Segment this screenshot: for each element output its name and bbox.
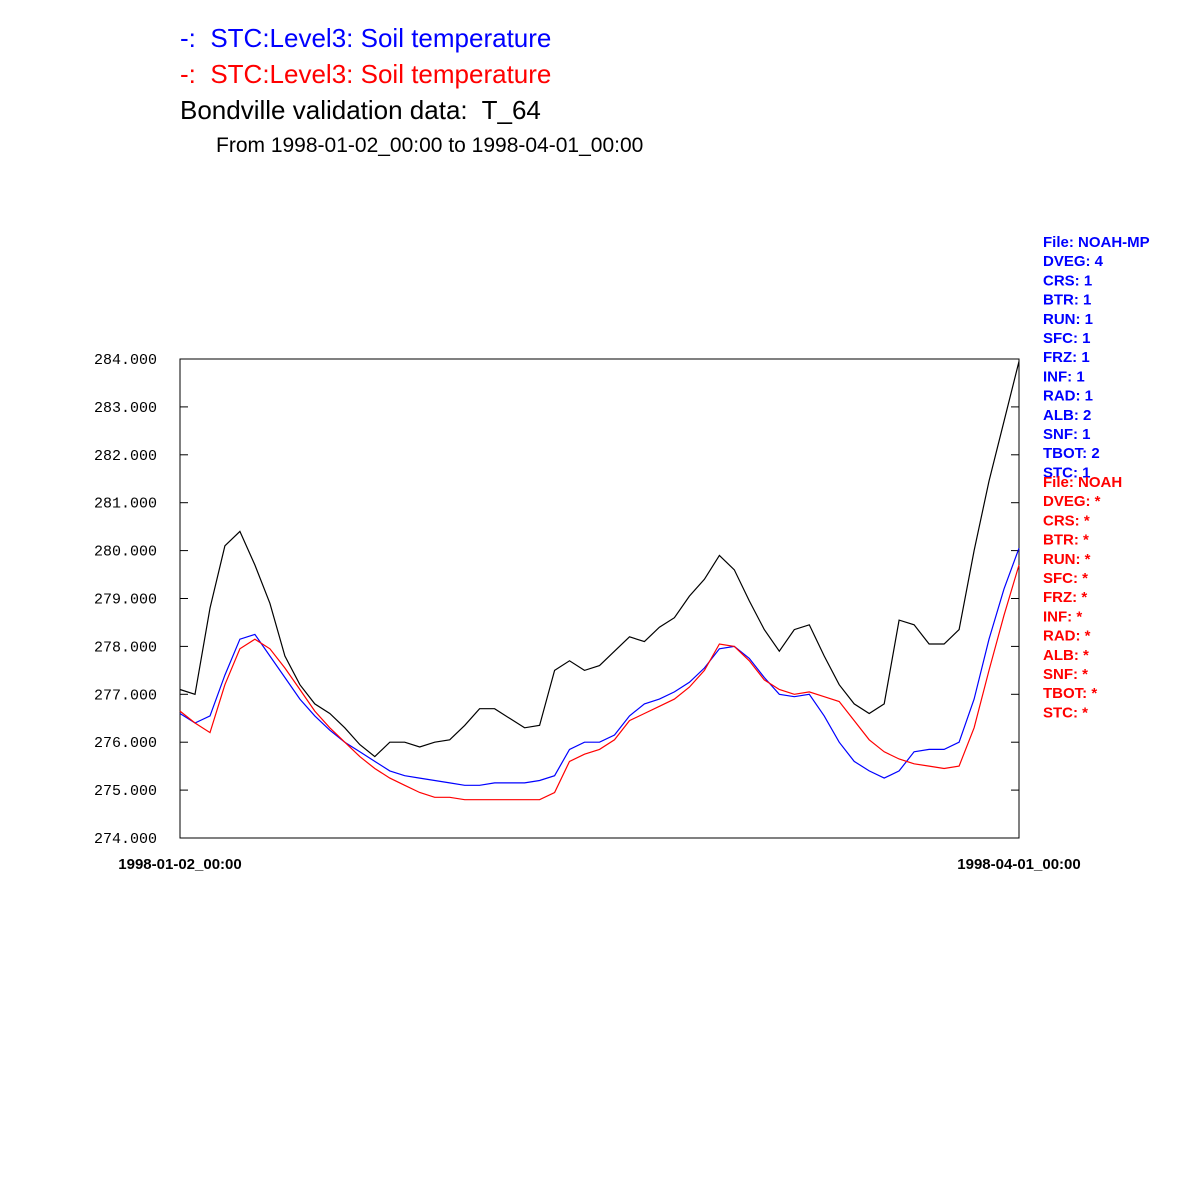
annotation: ALB: * bbox=[1043, 647, 1089, 664]
chart-subtitle: From 1998-01-02_00:00 to 1998-04-01_00:0… bbox=[216, 134, 643, 157]
annotation: SFC: * bbox=[1043, 570, 1088, 587]
y-tick-label: 281.000 bbox=[94, 496, 157, 513]
y-tick-label: 282.000 bbox=[94, 448, 157, 465]
legend-entry: -: STC:Level3: Soil temperature bbox=[180, 23, 551, 53]
annotation: BTR: 1 bbox=[1043, 292, 1091, 309]
legend-entry: Bondville validation data: T_64 bbox=[180, 95, 541, 125]
annotation: SNF: * bbox=[1043, 666, 1088, 683]
series-line bbox=[179, 361, 1020, 758]
annotation: RAD: * bbox=[1043, 628, 1091, 645]
annotation: ALB: 2 bbox=[1043, 407, 1091, 424]
annotation: File: NOAH bbox=[1043, 474, 1122, 491]
x-tick-label: 1998-01-02_00:00 bbox=[118, 856, 241, 873]
annotation: RUN: 1 bbox=[1043, 311, 1093, 328]
y-tick-label: 284.000 bbox=[94, 352, 157, 369]
plot-frame bbox=[179, 358, 1020, 839]
annotation: FRZ: 1 bbox=[1043, 349, 1090, 366]
y-tick-label: 274.000 bbox=[94, 831, 157, 848]
annotation: SFC: 1 bbox=[1043, 330, 1091, 347]
y-tick-label: 280.000 bbox=[94, 544, 157, 561]
annotation: INF: * bbox=[1043, 608, 1082, 625]
y-tick-label: 275.000 bbox=[94, 783, 157, 800]
y-tick-label: 283.000 bbox=[94, 400, 157, 417]
annotation: INF: 1 bbox=[1043, 368, 1085, 385]
annotation: RAD: 1 bbox=[1043, 388, 1093, 405]
y-tick-label: 278.000 bbox=[94, 639, 157, 656]
annotation: SNF: 1 bbox=[1043, 426, 1091, 443]
series-line bbox=[179, 547, 1020, 786]
annotation: TBOT: * bbox=[1043, 685, 1097, 702]
annotation: DVEG: * bbox=[1043, 493, 1101, 510]
y-tick-label: 279.000 bbox=[94, 592, 157, 609]
annotation: CRS: 1 bbox=[1043, 272, 1092, 289]
x-tick-label: 1998-04-01_00:00 bbox=[957, 856, 1080, 873]
annotation: File: NOAH-MP bbox=[1043, 234, 1150, 251]
annotation: RUN: * bbox=[1043, 551, 1091, 568]
legend-entry: -: STC:Level3: Soil temperature bbox=[180, 59, 551, 89]
series-line bbox=[179, 564, 1020, 801]
annotation: BTR: * bbox=[1043, 532, 1089, 549]
annotation: STC: 1 bbox=[1043, 464, 1091, 481]
y-tick-label: 276.000 bbox=[94, 735, 157, 752]
annotation: CRS: * bbox=[1043, 512, 1090, 529]
annotation: TBOT: 2 bbox=[1043, 445, 1100, 462]
y-tick-label: 277.000 bbox=[94, 687, 157, 704]
annotation: FRZ: * bbox=[1043, 589, 1087, 606]
annotation: STC: * bbox=[1043, 704, 1088, 721]
annotation: DVEG: 4 bbox=[1043, 253, 1104, 270]
